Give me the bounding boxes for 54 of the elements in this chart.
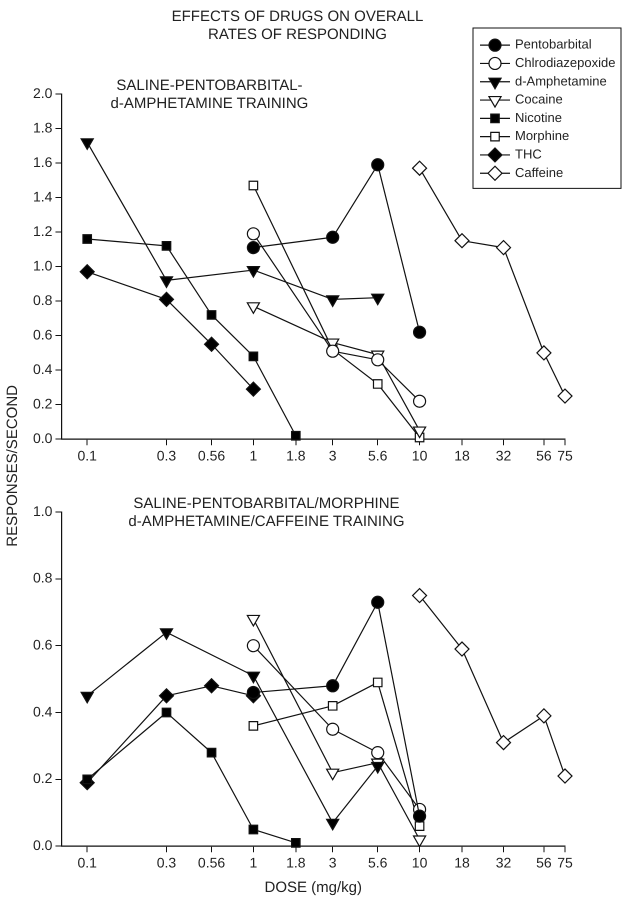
chart-subtitle: SALINE-PENTOBARBITAL/MORPHINE d-AMPHETAMINE/CAFFEINE TRAINING — [128, 495, 405, 530]
x-tick-label: 0.56 — [198, 854, 226, 870]
x-tick-label: 0.56 — [198, 447, 226, 464]
x-tick-label: 5.6 — [368, 854, 388, 870]
x-tick-label: 18 — [454, 447, 470, 464]
y-axis-title: RESPONSES/SECOND — [4, 385, 21, 547]
x-tick-label: 1 — [249, 854, 258, 870]
legend-label: THC — [515, 146, 542, 162]
y-tick-label: 0.8 — [32, 570, 53, 586]
x-tick-label: 0.3 — [156, 447, 176, 464]
x-tick-label: 3 — [328, 447, 337, 464]
y-tick-label: 0.4 — [32, 703, 53, 720]
legend-label: Caffeine — [515, 164, 564, 180]
y-tick-label: 1.0 — [32, 257, 53, 274]
chart-subtitle: SALINE-PENTOBARBITAL- d-AMPHETAMINE TRAINING — [110, 77, 308, 112]
y-tick-label: 1.6 — [32, 154, 53, 170]
y-tick-label: 0.2 — [32, 396, 53, 412]
x-tick-label: 1 — [249, 447, 258, 464]
y-tick-label: 1.8 — [32, 119, 53, 136]
y-tick-label: 0.6 — [32, 326, 53, 342]
x-tick-label: 32 — [496, 447, 512, 464]
x-tick-label: 3 — [328, 854, 337, 870]
y-tick-label: 1.4 — [32, 188, 53, 204]
legend-label: d-Amphetamine — [515, 73, 607, 88]
x-tick-label: 75 — [557, 854, 573, 870]
legend-label: Chlrodiazepoxide — [515, 55, 616, 70]
y-tick-label: 0.2 — [32, 770, 53, 786]
y-tick-label: 2.0 — [32, 84, 53, 101]
x-tick-label: 10 — [412, 447, 428, 464]
chart-title: EFFECTS OF DRUGS ON OVERALL RATES OF RESPONDING — [172, 8, 424, 44]
x-tick-label: 56 — [536, 854, 552, 870]
x-tick-label: 1.8 — [286, 854, 306, 870]
x-tick-label: 75 — [557, 447, 573, 464]
y-tick-label: 0.6 — [32, 636, 53, 653]
x-tick-label: 56 — [536, 447, 552, 464]
x-tick-label: 5.6 — [368, 447, 388, 464]
x-tick-label: 1.8 — [286, 447, 306, 464]
x-tick-label: 32 — [496, 854, 512, 870]
y-tick-label: 0.0 — [32, 837, 53, 854]
y-tick-label: 1.0 — [32, 502, 53, 519]
y-tick-label: 0.4 — [32, 361, 53, 378]
legend-label: Morphine — [515, 128, 570, 144]
legend-label: Cocaine — [515, 92, 563, 107]
x-tick-label: 0.1 — [77, 447, 98, 464]
x-axis-title: DOSE (mg/kg) — [264, 879, 362, 896]
y-tick-label: 0.0 — [32, 430, 53, 446]
y-tick-label: 1.2 — [32, 222, 53, 239]
x-tick-label: 10 — [412, 854, 428, 870]
x-tick-label: 18 — [454, 854, 470, 870]
y-tick-label: 0.8 — [32, 292, 53, 308]
legend-label: Nicotine — [515, 110, 562, 125]
x-tick-label: 0.3 — [156, 854, 176, 870]
x-tick-label: 0.1 — [77, 854, 98, 870]
legend-label: Pentobarbital — [515, 36, 592, 52]
